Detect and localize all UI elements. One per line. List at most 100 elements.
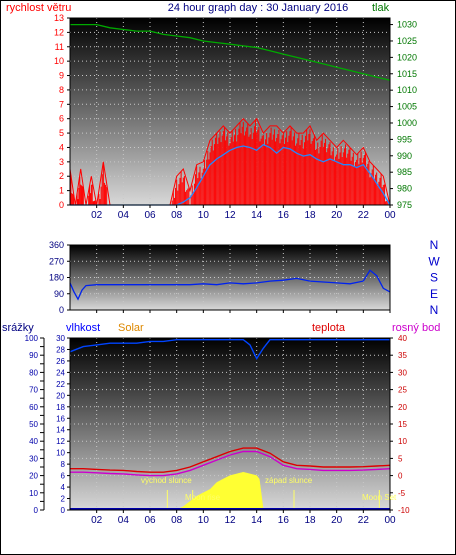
- y-tick-label-left: 0: [59, 305, 64, 315]
- series-line-1: [70, 447, 391, 473]
- y-tick-label-left: 4: [59, 142, 64, 152]
- y-tick-label-rain: 60: [29, 403, 38, 412]
- series-line-pressure: [70, 23, 391, 81]
- y-tick-label-left: 8: [59, 85, 64, 95]
- series-area-solar: [176, 471, 390, 511]
- x-tick-label: 06: [144, 210, 156, 221]
- x-tick-label: 08: [171, 515, 183, 526]
- y-tick-label-humidity: 0: [61, 506, 66, 515]
- y-tick-label-right: 990: [397, 151, 412, 161]
- y-tick-label-rain: 10: [29, 489, 38, 498]
- x-tick-label: 12: [224, 515, 236, 526]
- y-tick-label-humidity: 16: [56, 414, 65, 423]
- y-tick-label-right: 980: [397, 184, 412, 194]
- pressure-axis-title: tlak: [372, 2, 390, 14]
- y-tick-label-right: 1030: [397, 20, 417, 30]
- y-tick-label-right: 1010: [397, 85, 417, 95]
- y-tick-label-humidity: 24: [56, 368, 65, 377]
- y-tick-label-temperature: 40: [398, 334, 407, 343]
- x-tick-label: 02: [91, 515, 103, 526]
- compass-label: E: [430, 287, 438, 301]
- y-tick-label-temperature: 0: [398, 472, 403, 481]
- y-tick-label-temperature: -5: [398, 489, 406, 498]
- y-tick-label-left: 0: [59, 200, 64, 210]
- annotation-label: východ slunce: [141, 476, 192, 485]
- y-tick-label-humidity: 8: [61, 460, 66, 469]
- y-tick-label-right: 995: [397, 134, 412, 144]
- y-tick-label-right: 1015: [397, 69, 417, 79]
- y-tick-label-rain: 20: [29, 472, 38, 481]
- x-tick-label: 04: [118, 515, 130, 526]
- x-tick-label: 04: [118, 210, 130, 221]
- x-tick-label: 20: [331, 515, 343, 526]
- y-tick-label-right: 1020: [397, 52, 417, 62]
- x-tick-label: 22: [358, 210, 370, 221]
- rain-label: srážky: [2, 322, 34, 334]
- x-tick-label: 22: [358, 515, 370, 526]
- chart-title: 24 hour graph day : 30 January 2016: [168, 2, 348, 14]
- series-line-0: [69, 339, 390, 361]
- y-tick-label-humidity: 14: [56, 426, 65, 435]
- y-tick-label-left: 9: [59, 71, 64, 81]
- y-tick-label-left: 11: [55, 42, 64, 52]
- annotation-label: Moon Set: [362, 493, 397, 502]
- x-tick-label: 02: [91, 210, 103, 221]
- y-tick-label-humidity: 6: [61, 472, 66, 481]
- temperature-label: teplota: [312, 322, 346, 334]
- wind-speed-axis-title: rychlost větru: [6, 2, 71, 14]
- y-tick-label-right: 1025: [397, 36, 417, 46]
- y-tick-label-left: 3: [59, 157, 64, 167]
- x-tick-label: 14: [251, 210, 263, 221]
- x-tick-label: 18: [304, 210, 316, 221]
- y-tick-label-humidity: 12: [56, 437, 65, 446]
- solar-label: Solar: [118, 322, 144, 334]
- y-tick-label-left: 90: [54, 289, 64, 299]
- y-tick-label-humidity: 26: [56, 357, 65, 366]
- y-tick-label-temperature: 5: [398, 454, 403, 463]
- x-tick-label: 18: [304, 515, 316, 526]
- y-tick-label-rain: 90: [29, 351, 38, 360]
- series-line-2: [70, 450, 391, 477]
- x-tick-label: 00: [384, 515, 396, 526]
- y-tick-label-left: 2: [59, 171, 64, 181]
- x-tick-label: 06: [144, 515, 156, 526]
- y-tick-label-rain: 50: [29, 420, 38, 429]
- y-tick-label-humidity: 28: [56, 345, 65, 354]
- y-tick-label-left: 360: [49, 240, 64, 250]
- annotation-label: západ slunce: [265, 476, 313, 485]
- y-tick-label-temperature: 20: [398, 403, 407, 412]
- y-tick-label-temperature: -10: [398, 506, 410, 515]
- y-tick-label-humidity: 2: [61, 495, 66, 504]
- y-tick-label-temperature: 30: [398, 368, 407, 377]
- y-tick-label-left: 12: [54, 27, 64, 37]
- y-tick-label-left: 180: [49, 273, 64, 283]
- y-tick-label-right: 975: [397, 200, 412, 210]
- y-tick-label-left: 270: [49, 256, 64, 266]
- y-tick-label-humidity: 18: [56, 403, 65, 412]
- x-tick-label: 12: [224, 210, 236, 221]
- annotation-label: Moon rise: [185, 493, 221, 502]
- y-tick-label-left: 1: [59, 186, 64, 196]
- y-tick-label-humidity: 4: [61, 483, 66, 492]
- compass-label: N: [430, 303, 439, 317]
- x-tick-label: 00: [384, 210, 396, 221]
- y-tick-label-rain: 100: [25, 334, 39, 343]
- series-line-wind-direction: [69, 269, 391, 301]
- y-tick-label-rain: 40: [29, 437, 38, 446]
- y-tick-label-right: 1005: [397, 102, 417, 112]
- y-tick-label-humidity: 30: [56, 334, 65, 343]
- y-tick-label-humidity: 22: [56, 380, 65, 389]
- y-tick-label-right: 985: [397, 167, 412, 177]
- y-tick-label-rain: 30: [29, 454, 38, 463]
- y-tick-label-humidity: 20: [56, 391, 65, 400]
- y-tick-label-left: 6: [59, 114, 64, 124]
- compass-label: N: [430, 238, 439, 252]
- y-tick-label-temperature: 25: [398, 386, 407, 395]
- humidity-label: vlhkost: [66, 322, 100, 334]
- x-tick-label: 14: [251, 515, 263, 526]
- x-tick-label: 20: [331, 210, 343, 221]
- x-tick-label: 10: [198, 515, 210, 526]
- y-tick-label-left: 10: [54, 56, 64, 66]
- compass-label: S: [430, 271, 438, 285]
